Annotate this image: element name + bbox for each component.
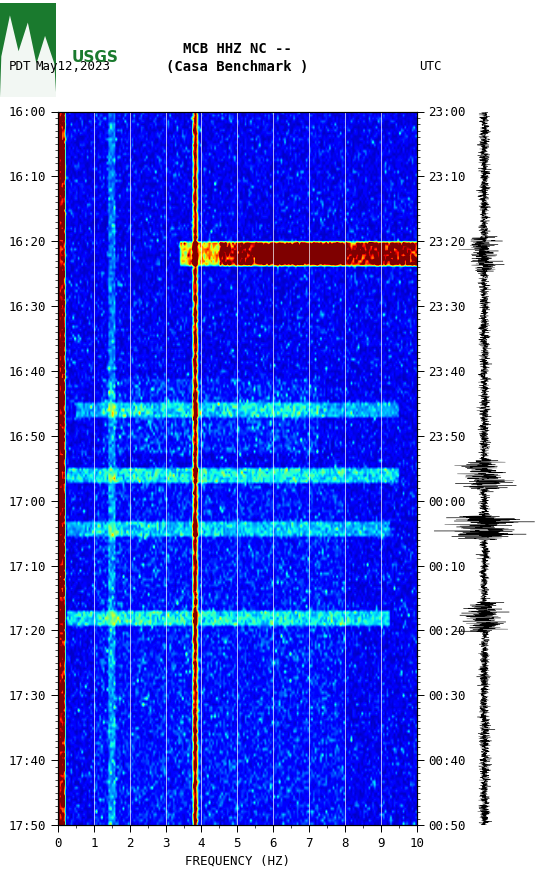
X-axis label: FREQUENCY (HZ): FREQUENCY (HZ) <box>185 854 290 867</box>
Text: May12,2023: May12,2023 <box>36 61 111 73</box>
FancyBboxPatch shape <box>0 3 56 97</box>
Text: UTC: UTC <box>420 61 442 73</box>
Text: USGS: USGS <box>72 51 119 65</box>
Text: MCB HHZ NC --: MCB HHZ NC -- <box>183 42 292 56</box>
Polygon shape <box>0 15 56 97</box>
Text: PDT: PDT <box>8 61 31 73</box>
Text: (Casa Benchmark ): (Casa Benchmark ) <box>166 60 309 74</box>
